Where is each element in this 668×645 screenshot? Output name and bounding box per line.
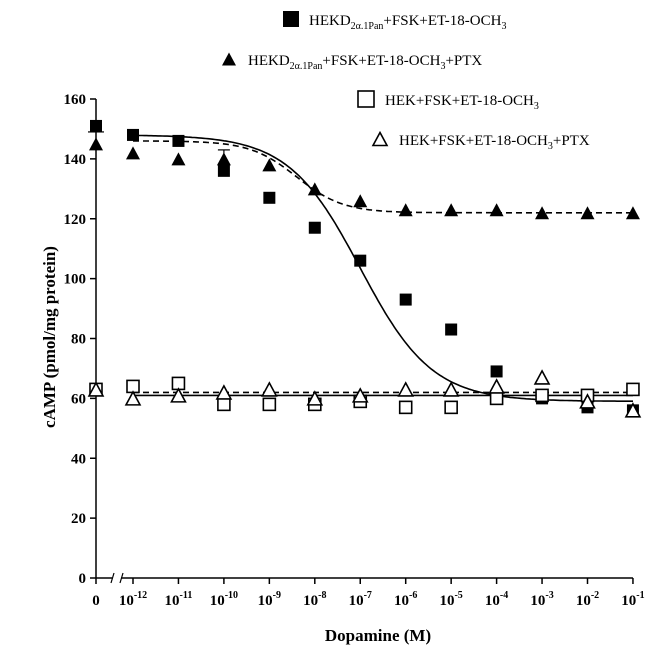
legend-label: HEKD2α.1Pan+FSK+ET-18-OCH3 xyxy=(309,13,506,32)
filled-square-marker xyxy=(172,134,185,147)
x-tick-label: 10-12 xyxy=(119,590,147,609)
open-triangle-marker xyxy=(261,381,278,397)
data-points xyxy=(87,119,642,418)
filled-triangle-marker xyxy=(171,152,186,166)
y-tick-label: 160 xyxy=(64,92,87,108)
open-square-marker xyxy=(357,90,375,108)
filled-square-marker xyxy=(354,254,367,267)
filled-square-marker xyxy=(490,365,503,378)
y-tick-label: 80 xyxy=(71,332,86,348)
x-axis-title: Dopamine (M) xyxy=(325,626,431,645)
open-square-marker xyxy=(535,388,549,403)
legend-label: HEK+FSK+ET-18-OCH3+PTX xyxy=(399,133,590,152)
filled-square-marker xyxy=(90,119,102,132)
x-tick-label: 10-8 xyxy=(303,590,326,609)
series-2-points xyxy=(89,137,640,220)
filled-triangle-marker xyxy=(353,194,368,208)
x-tick-label: 10-3 xyxy=(530,590,553,609)
open-triangle-marker xyxy=(624,402,642,418)
filled-square-marker xyxy=(127,128,139,141)
x-tick-label: 10-5 xyxy=(439,590,462,609)
filled-triangle-marker xyxy=(398,203,413,217)
filled-triangle-marker xyxy=(126,146,140,160)
x-tick-label: 10-4 xyxy=(485,590,508,609)
x-tick-label: 10-9 xyxy=(258,590,281,609)
fit-curve-series-2 xyxy=(133,140,633,214)
x-tick-label: 10-11 xyxy=(165,590,193,609)
y-tick-label: 40 xyxy=(71,451,86,467)
open-triangle-marker xyxy=(533,369,551,385)
legend-label: HEKD2α.1Pan+FSK+ET-18-OCH3+PTX xyxy=(248,53,482,72)
filled-triangle-marker xyxy=(216,152,231,166)
filled-triangle-marker xyxy=(580,206,595,220)
filled-square-marker xyxy=(308,221,321,234)
filled-square-marker xyxy=(445,323,458,336)
y-tick-label: 120 xyxy=(64,212,87,228)
y-tick-label: 60 xyxy=(71,391,86,407)
x-tick-label: 10-2 xyxy=(576,590,599,609)
legend-item-3: HEK+FSK+ET-18-OCH3 xyxy=(357,90,539,112)
open-triangle-marker xyxy=(371,130,389,147)
filled-triangle-marker xyxy=(262,158,277,172)
open-square-marker xyxy=(489,391,504,406)
filled-triangle-marker xyxy=(222,52,236,66)
open-triangle-marker xyxy=(87,381,105,397)
open-triangle-marker xyxy=(488,378,505,394)
series-1-points xyxy=(90,119,639,417)
axis-break-mark xyxy=(110,572,115,584)
series-4-points xyxy=(87,369,642,418)
open-square-marker xyxy=(217,397,231,412)
legend-item-4: HEK+FSK+ET-18-OCH3+PTX xyxy=(371,130,590,152)
filled-triangle-marker xyxy=(625,206,640,220)
filled-square-marker xyxy=(283,11,299,27)
x-tick-label: 10-6 xyxy=(394,590,417,609)
y-axis-title: cAMP (pmol/mg protein) xyxy=(40,246,59,428)
open-triangle-marker xyxy=(170,387,187,403)
x-tick-label: 10-10 xyxy=(210,590,238,609)
filled-triangle-marker xyxy=(307,182,322,196)
open-triangle-marker xyxy=(124,390,142,406)
filled-triangle-marker xyxy=(535,206,550,220)
open-triangle-marker xyxy=(442,381,460,397)
open-square-marker xyxy=(398,400,413,415)
filled-triangle-marker xyxy=(444,203,459,217)
legend: HEKD2α.1Pan+FSK+ET-18-OCH3 HEKD2α.1Pan+FS… xyxy=(222,11,590,152)
open-square-marker xyxy=(262,397,277,412)
open-square-marker xyxy=(626,382,640,397)
filled-square-marker xyxy=(217,164,230,177)
open-triangle-marker xyxy=(351,387,369,403)
x-tick-label: 0 xyxy=(92,593,100,609)
fit-curves xyxy=(88,125,633,402)
legend-label: HEK+FSK+ET-18-OCH3 xyxy=(385,93,539,112)
filled-square-marker xyxy=(399,293,412,306)
legend-item-2: HEKD2α.1Pan+FSK+ET-18-OCH3+PTX xyxy=(222,52,482,72)
open-triangle-marker xyxy=(215,384,233,400)
filled-triangle-marker xyxy=(489,203,504,217)
filled-triangle-marker xyxy=(89,137,103,151)
axes: 0 20 40 60 80 100 120 140 160 0 10-12 10-11 10-10 10-… xyxy=(64,92,645,609)
open-square-marker xyxy=(444,400,458,415)
y-tick-label: 20 xyxy=(71,511,86,527)
filled-square-marker xyxy=(263,191,276,204)
x-tick-label: 10-7 xyxy=(349,590,372,609)
fit-curve-series-1 xyxy=(133,134,633,402)
y-tick-label: 100 xyxy=(64,272,87,288)
y-tick-label: 0 xyxy=(79,571,87,587)
open-triangle-marker xyxy=(306,390,324,406)
open-triangle-marker xyxy=(397,381,415,397)
legend-item-1: HEKD2α.1Pan+FSK+ET-18-OCH3 xyxy=(283,11,506,32)
open-triangle-marker xyxy=(579,393,596,409)
axis-break-mark xyxy=(119,572,124,584)
x-tick-label: 10-1 xyxy=(621,590,644,609)
y-tick-label: 140 xyxy=(64,152,87,168)
